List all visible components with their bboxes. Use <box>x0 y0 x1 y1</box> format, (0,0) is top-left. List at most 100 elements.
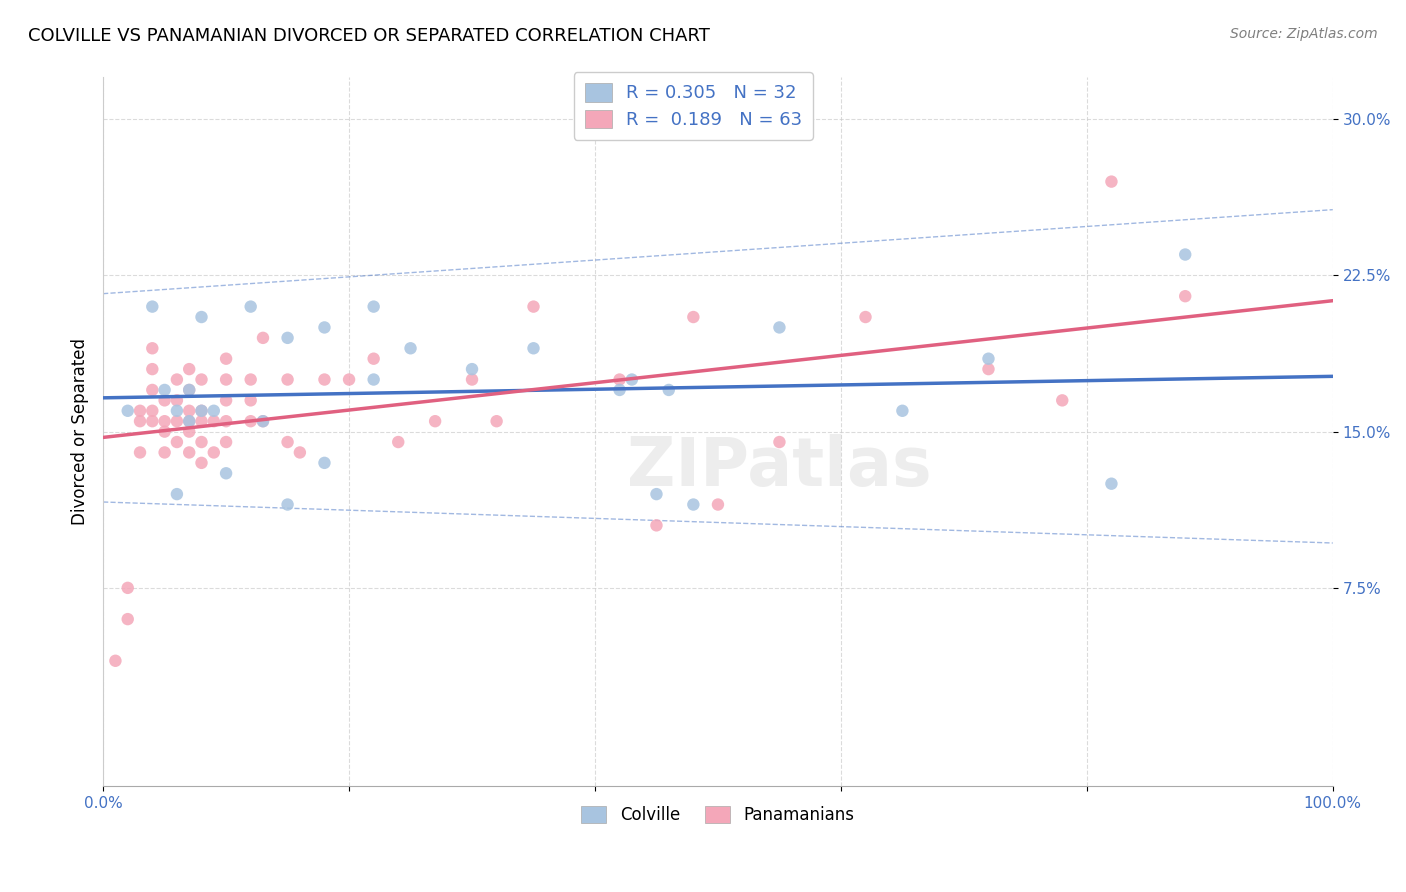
Point <box>117 581 139 595</box>
Point <box>141 383 163 397</box>
Point <box>239 300 262 314</box>
Point <box>609 372 631 386</box>
Point <box>141 414 163 428</box>
Point <box>1174 289 1197 303</box>
Point <box>179 362 201 376</box>
Point <box>215 372 238 386</box>
Point <box>141 341 163 355</box>
Point <box>202 414 225 428</box>
Point <box>423 414 446 428</box>
Point <box>129 404 152 418</box>
Point <box>179 445 201 459</box>
Point <box>645 518 668 533</box>
Point <box>252 331 274 345</box>
Point <box>179 414 201 428</box>
Point <box>153 383 176 397</box>
Point <box>277 498 299 512</box>
Point <box>190 404 212 418</box>
Point <box>129 445 152 459</box>
Point <box>707 498 730 512</box>
Point <box>363 351 385 366</box>
Point <box>117 404 139 418</box>
Point <box>314 456 336 470</box>
Point <box>239 393 262 408</box>
Point <box>202 445 225 459</box>
Point <box>153 425 176 439</box>
Point <box>166 487 188 501</box>
Point <box>522 341 544 355</box>
Point <box>363 300 385 314</box>
Point <box>179 404 201 418</box>
Point <box>1052 393 1074 408</box>
Point <box>153 445 176 459</box>
Point <box>190 310 212 324</box>
Point <box>179 383 201 397</box>
Point <box>522 300 544 314</box>
Point <box>682 310 704 324</box>
Point <box>768 320 790 334</box>
Point <box>461 362 484 376</box>
Point <box>190 456 212 470</box>
Point <box>215 393 238 408</box>
Point <box>166 393 188 408</box>
Text: ZIPatlas: ZIPatlas <box>627 434 932 500</box>
Point <box>179 383 201 397</box>
Point <box>129 414 152 428</box>
Point <box>891 404 914 418</box>
Point <box>215 351 238 366</box>
Point <box>387 435 409 450</box>
Point <box>141 362 163 376</box>
Point <box>166 372 188 386</box>
Point <box>166 414 188 428</box>
Point <box>215 435 238 450</box>
Point <box>104 654 127 668</box>
Point <box>461 372 484 386</box>
Point <box>252 414 274 428</box>
Point <box>215 467 238 481</box>
Point <box>190 414 212 428</box>
Point <box>190 372 212 386</box>
Point <box>141 300 163 314</box>
Point <box>682 498 704 512</box>
Point <box>337 372 360 386</box>
Text: COLVILLE VS PANAMANIAN DIVORCED OR SEPARATED CORRELATION CHART: COLVILLE VS PANAMANIAN DIVORCED OR SEPAR… <box>28 27 710 45</box>
Point <box>314 320 336 334</box>
Point <box>117 612 139 626</box>
Point <box>153 393 176 408</box>
Point <box>277 435 299 450</box>
Point <box>363 372 385 386</box>
Point <box>153 414 176 428</box>
Point <box>166 404 188 418</box>
Point <box>166 435 188 450</box>
Point <box>620 372 643 386</box>
Point <box>645 487 668 501</box>
Point <box>977 351 1000 366</box>
Point <box>190 404 212 418</box>
Point <box>609 383 631 397</box>
Point <box>277 331 299 345</box>
Point <box>179 425 201 439</box>
Point <box>252 414 274 428</box>
Point <box>288 445 311 459</box>
Point <box>179 414 201 428</box>
Point <box>239 372 262 386</box>
Point <box>239 414 262 428</box>
Point <box>190 435 212 450</box>
Point <box>485 414 508 428</box>
Y-axis label: Divorced or Separated: Divorced or Separated <box>72 338 89 525</box>
Point <box>1099 476 1122 491</box>
Point <box>658 383 681 397</box>
Point <box>277 372 299 386</box>
Point <box>215 414 238 428</box>
Point <box>977 362 1000 376</box>
Point <box>141 404 163 418</box>
Text: Source: ZipAtlas.com: Source: ZipAtlas.com <box>1230 27 1378 41</box>
Point <box>768 435 790 450</box>
Point <box>399 341 422 355</box>
Point <box>314 372 336 386</box>
Legend: Colville, Panamanians: Colville, Panamanians <box>571 796 865 834</box>
Point <box>202 404 225 418</box>
Point <box>1099 175 1122 189</box>
Point <box>855 310 877 324</box>
Point <box>1174 247 1197 261</box>
